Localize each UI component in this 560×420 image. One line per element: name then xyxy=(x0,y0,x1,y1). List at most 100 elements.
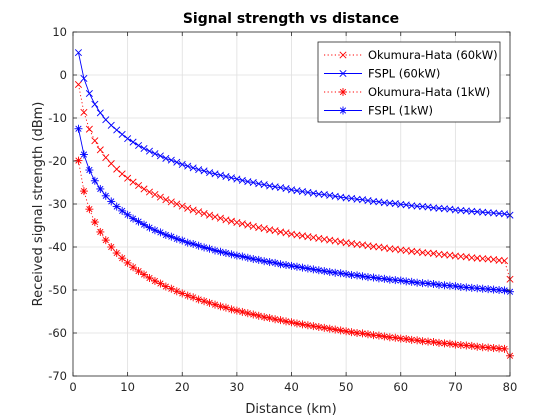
series-3-point xyxy=(112,249,121,258)
series-1-point xyxy=(206,211,214,219)
marker-stroke xyxy=(479,285,486,292)
series-4-point xyxy=(254,255,263,264)
marker-stroke xyxy=(206,299,213,307)
series-3-point xyxy=(473,342,482,351)
series-1-point xyxy=(162,196,170,204)
marker-stroke xyxy=(179,237,186,244)
marker-stroke xyxy=(424,280,432,287)
series-4-point xyxy=(85,166,94,175)
marker-stroke xyxy=(408,247,416,255)
series-4-point xyxy=(287,261,296,270)
marker-stroke xyxy=(151,191,159,199)
marker-stroke xyxy=(74,80,82,88)
chart-title: Signal strength vs distance xyxy=(183,11,399,27)
series-3-point xyxy=(265,313,274,322)
marker-stroke xyxy=(392,276,399,284)
series-1-point xyxy=(495,256,503,264)
marker-stroke xyxy=(288,319,295,326)
series-2-point xyxy=(462,207,470,215)
series-3-point xyxy=(391,333,400,342)
series-3-point xyxy=(243,309,252,318)
marker-stroke xyxy=(107,121,115,129)
marker-stroke xyxy=(501,257,509,265)
series-4-markers xyxy=(74,124,514,296)
series-4-point xyxy=(183,238,192,247)
legend-box xyxy=(317,41,501,123)
marker-stroke xyxy=(386,334,393,341)
marker-stroke xyxy=(102,116,110,124)
marker-stroke xyxy=(435,204,443,212)
series-1-point xyxy=(397,246,405,254)
marker-stroke xyxy=(386,245,394,253)
marker-stroke xyxy=(118,130,126,138)
series-3-point xyxy=(254,311,263,320)
marker-stroke xyxy=(80,151,88,158)
marker-stroke xyxy=(200,244,208,251)
marker-stroke xyxy=(419,203,427,211)
marker-stroke xyxy=(337,270,344,277)
legend-entry: FSPL (60kW) xyxy=(324,67,440,81)
marker-stroke xyxy=(102,192,109,199)
series-4-point xyxy=(298,263,307,272)
marker-stroke xyxy=(288,262,295,270)
series-3-point xyxy=(194,295,203,304)
legend-marker xyxy=(339,69,347,78)
series-2-point xyxy=(413,202,421,210)
series-3-point xyxy=(271,315,280,324)
series-4-point xyxy=(336,269,345,278)
series-2-point xyxy=(457,206,465,214)
legend-marker xyxy=(339,88,347,96)
marker-stroke xyxy=(315,190,323,198)
marker-stroke xyxy=(113,126,121,134)
series-4-point xyxy=(118,206,127,215)
series-4-point xyxy=(353,271,362,280)
series-3-point xyxy=(156,279,165,288)
series-3-point xyxy=(462,341,471,350)
x-tick-label: 20 xyxy=(175,380,190,394)
marker-stroke xyxy=(386,199,394,207)
marker-stroke xyxy=(151,150,159,158)
marker-stroke xyxy=(189,164,197,172)
marker-stroke xyxy=(96,109,104,117)
marker-stroke xyxy=(113,249,120,257)
marker-stroke xyxy=(85,125,93,133)
marker-stroke xyxy=(80,74,88,82)
marker-stroke xyxy=(339,69,347,78)
marker-stroke xyxy=(484,255,492,263)
marker-stroke xyxy=(446,282,454,289)
marker-stroke xyxy=(80,187,88,195)
series-1-point xyxy=(369,243,377,251)
series-4-point xyxy=(200,243,209,252)
series-3-point xyxy=(292,319,301,328)
series-1-point xyxy=(118,170,126,178)
series-2-point xyxy=(342,194,350,202)
series-3-point xyxy=(74,156,83,165)
series-4-point xyxy=(303,264,312,273)
marker-stroke xyxy=(91,100,99,108)
marker-stroke xyxy=(151,227,159,234)
marker-stroke xyxy=(91,137,99,145)
marker-stroke xyxy=(430,338,437,346)
y-tick-label: -20 xyxy=(48,154,67,168)
series-4-point xyxy=(276,260,285,269)
series-2-point xyxy=(227,174,235,182)
series-3-point xyxy=(101,236,110,245)
series-3-point xyxy=(232,306,241,315)
series-3-point xyxy=(320,323,329,332)
marker-stroke xyxy=(261,258,268,265)
x-tick-label: 80 xyxy=(503,380,518,394)
marker-stroke xyxy=(260,181,268,189)
marker-stroke xyxy=(75,125,82,132)
series-4-point xyxy=(211,246,220,255)
marker-stroke xyxy=(250,311,257,318)
series-3-point xyxy=(342,327,351,336)
marker-stroke xyxy=(239,253,246,260)
series-2-point xyxy=(167,156,175,164)
legend-entry: FSPL (1kW) xyxy=(324,104,433,118)
marker-stroke xyxy=(86,206,93,213)
series-2-point xyxy=(206,169,214,177)
series-markers xyxy=(74,49,514,360)
series-2-point xyxy=(102,116,110,124)
series-1-point xyxy=(189,206,197,214)
marker-stroke xyxy=(339,51,347,59)
